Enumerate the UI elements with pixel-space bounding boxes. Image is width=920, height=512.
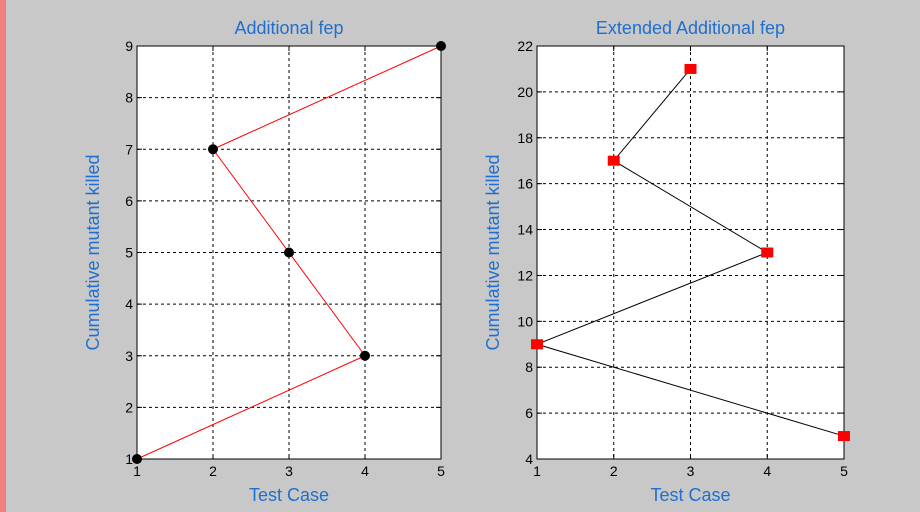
- x-axis-label: Test Case: [650, 485, 730, 505]
- y-tick-label: 22: [517, 38, 533, 54]
- data-point: [685, 64, 697, 74]
- y-tick-label: 7: [125, 141, 133, 157]
- data-point: [208, 144, 218, 154]
- figure-left-border: [0, 0, 6, 512]
- data-point: [436, 41, 446, 51]
- data-point: [608, 156, 620, 166]
- x-tick-label: 3: [687, 463, 695, 479]
- y-tick-label: 4: [125, 296, 133, 312]
- y-tick-label: 12: [517, 267, 533, 283]
- x-tick-label: 3: [285, 463, 293, 479]
- x-tick-label: 4: [763, 463, 771, 479]
- y-tick-label: 8: [125, 90, 133, 106]
- y-axis-label: Cumulative mutant killed: [83, 154, 103, 350]
- y-tick-label: 9: [125, 38, 133, 54]
- x-tick-label: 5: [437, 463, 445, 479]
- x-axis-label: Test Case: [249, 485, 329, 505]
- data-point: [838, 431, 850, 441]
- data-point: [284, 248, 294, 258]
- y-tick-label: 10: [517, 313, 533, 329]
- data-point: [761, 248, 773, 258]
- chart-title: Additional fep: [234, 18, 343, 38]
- data-point: [531, 339, 543, 349]
- y-tick-label: 2: [125, 399, 133, 415]
- x-tick-label: 2: [610, 463, 618, 479]
- x-tick-label: 1: [533, 463, 541, 479]
- y-tick-label: 14: [517, 222, 533, 238]
- y-tick-label: 3: [125, 348, 133, 364]
- y-tick-label: 8: [525, 359, 533, 375]
- x-tick-label: 1: [133, 463, 141, 479]
- x-tick-label: 5: [840, 463, 848, 479]
- y-tick-label: 4: [525, 451, 533, 467]
- y-axis-label: Cumulative mutant killed: [483, 154, 503, 350]
- chart-title: Extended Additional fep: [596, 18, 785, 38]
- y-tick-label: 16: [517, 176, 533, 192]
- x-tick-label: 4: [361, 463, 369, 479]
- data-point: [360, 351, 370, 361]
- y-tick-label: 18: [517, 130, 533, 146]
- x-tick-label: 2: [209, 463, 217, 479]
- y-tick-label: 5: [125, 245, 133, 261]
- data-point: [132, 454, 142, 464]
- y-tick-label: 20: [517, 84, 533, 100]
- y-tick-label: 6: [525, 405, 533, 421]
- y-tick-label: 6: [125, 193, 133, 209]
